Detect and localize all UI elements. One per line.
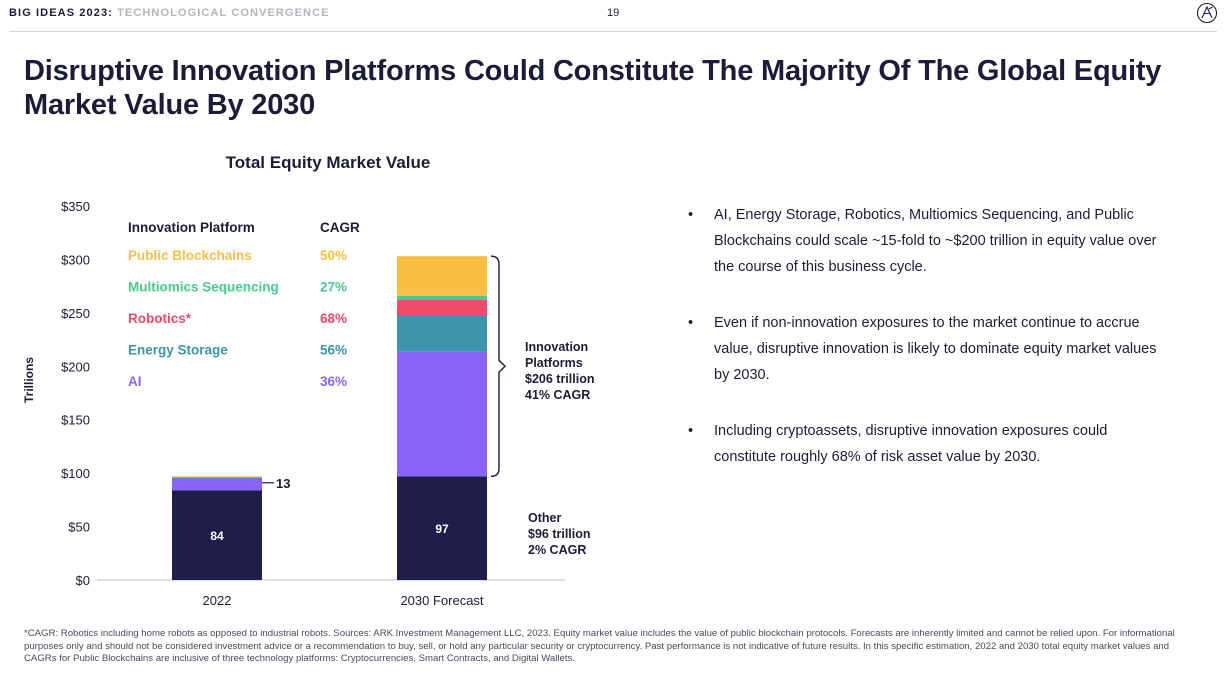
bullet-point: Including cryptoassets, disruptive innov… <box>686 418 1166 470</box>
y-tick-label: $50 <box>68 520 90 535</box>
y-tick-label: $0 <box>76 573 90 588</box>
innovation-bracket <box>490 255 506 478</box>
bar-segment-other <box>397 476 487 580</box>
data-label-2030-other: 97 <box>435 522 449 536</box>
legend-item-cagr: 68% <box>320 311 347 326</box>
bar-segment-robotics <box>172 477 262 478</box>
bar-segment-multiomics-sequencing <box>172 477 262 478</box>
annotation-innovation-line: $206 trillion <box>525 372 594 386</box>
legend-item-cagr: 56% <box>320 343 347 358</box>
brand-name: BIG IDEAS 2023: <box>9 7 113 19</box>
brand-label: BIG IDEAS 2023: TECHNOLOGICAL CONVERGENC… <box>9 7 330 19</box>
footnote: *CAGR: Robotics including home robots as… <box>24 628 1175 664</box>
legend-item-cagr: 27% <box>320 280 347 295</box>
legend-item-name: AI <box>128 374 142 389</box>
bar-segment-other <box>172 490 262 580</box>
legend-item-name: Public Blockchains <box>128 248 252 263</box>
bar-segment-robotics <box>397 300 487 315</box>
bullet-point: Even if non-innovation exposures to the … <box>686 310 1166 388</box>
legend-item-cagr: 36% <box>320 374 347 389</box>
annotation-other-line: 2% CAGR <box>528 543 586 557</box>
legend-item-name: Robotics* <box>128 311 192 326</box>
y-tick-label: $100 <box>61 466 90 481</box>
data-label-2022-other: 84 <box>210 529 224 543</box>
x-tick-label: 2022 <box>203 593 232 608</box>
bar-segment-public-blockchains <box>172 476 262 478</box>
bar-segment-energy-storage <box>397 314 487 352</box>
annotation-other-line: Other <box>528 511 561 525</box>
annotation-innovation-line: Platforms <box>525 356 583 370</box>
bar-segment-ai <box>397 351 487 477</box>
y-axis-label: Trillions <box>22 357 36 403</box>
legend-item-cagr: 50% <box>320 248 347 263</box>
header-divider <box>9 31 1217 32</box>
legend-item-name: Energy Storage <box>128 343 228 358</box>
bar-segment-public-blockchains <box>397 256 487 296</box>
legend-header-platform: Innovation Platform <box>128 220 255 235</box>
slide-header: BIG IDEAS 2023: TECHNOLOGICAL CONVERGENC… <box>0 0 1226 33</box>
equity-market-chart: Total Equity Market Value Trillions $0 $5… <box>22 153 594 608</box>
annotation-other-line: $96 trillion <box>528 527 591 541</box>
bar-segment-multiomics-sequencing <box>397 295 487 301</box>
y-tick-label: $250 <box>61 306 90 321</box>
bar-segment-energy-storage <box>172 477 262 479</box>
annotation-innovation-line: Innovation <box>525 340 588 354</box>
data-label-2022-innovation: 13 <box>276 476 290 491</box>
y-tick-label: $150 <box>61 413 90 428</box>
slide-title: Disruptive Innovation Platforms Could Co… <box>24 55 1162 121</box>
brand-subtitle: TECHNOLOGICAL CONVERGENCE <box>117 7 330 19</box>
x-tick-label: 2030 Forecast <box>400 593 483 608</box>
y-tick-label: $200 <box>61 359 90 374</box>
bullet-point: AI, Energy Storage, Robotics, Multiomics… <box>686 202 1166 280</box>
page-number: 19 <box>607 7 620 19</box>
key-points-list: AI, Energy Storage, Robotics, Multiomics… <box>686 202 1166 500</box>
y-tick-label: $300 <box>61 252 90 267</box>
chart-title: Total Equity Market Value <box>226 153 431 172</box>
legend-item-name: Multiomics Sequencing <box>128 280 279 295</box>
legend-header-cagr: CAGR <box>320 220 360 235</box>
annotation-innovation-line: 41% CAGR <box>525 388 590 402</box>
bar-segment-ai <box>172 478 262 491</box>
y-tick-label: $350 <box>61 199 90 214</box>
ark-logo-icon <box>1196 2 1218 24</box>
